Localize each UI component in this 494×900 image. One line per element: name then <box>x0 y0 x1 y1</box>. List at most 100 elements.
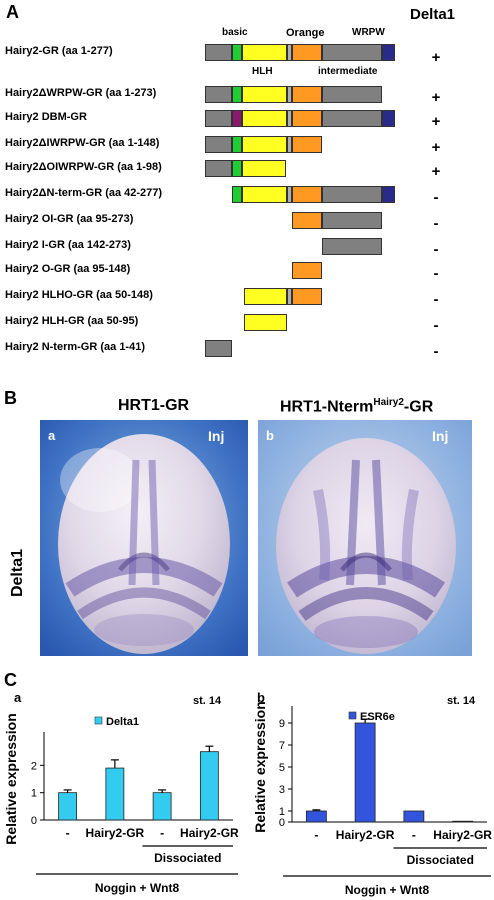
construct-label: Hairy2 DBM-GR <box>5 111 87 123</box>
construct-label: Hairy2 I-GR (aa 142-273) <box>5 239 131 251</box>
y-tick-label: 5 <box>279 762 285 774</box>
bar <box>403 810 425 823</box>
domain-segment-spacer <box>287 186 292 203</box>
domain-segment-gray <box>322 186 382 203</box>
delta1-result-sign: - <box>433 241 439 258</box>
bar <box>305 810 327 823</box>
domain-segment-hlh <box>242 44 287 61</box>
basic-label: basic <box>222 27 248 38</box>
delta1-result-sign: + <box>431 89 441 106</box>
domain-segment-hlh <box>242 160 286 177</box>
domain-segment-basic <box>232 86 242 103</box>
construct-label: Hairy2ΔWRPW-GR (aa 1-273) <box>5 87 157 99</box>
footer-label: Noggin + Wnt8 <box>345 883 430 897</box>
y-tick-label: 1 <box>279 806 285 818</box>
legend-swatch <box>348 711 357 720</box>
domain-segment-wrpw <box>382 186 395 203</box>
delta1-result-sign: - <box>433 343 439 360</box>
construct-label: Hairy2ΔN-term-GR (aa 42-277) <box>5 187 163 199</box>
embryo-image-b <box>258 420 472 656</box>
construct-label: Hairy2ΔOIWRPW-GR (aa 1-98) <box>5 161 162 173</box>
domain-segment-gray <box>205 86 232 103</box>
construct-label: Hairy2 N-term-GR (aa 1-41) <box>5 341 145 353</box>
domain-segment-hlh <box>244 314 287 331</box>
photo-title-right-main: HRT1-Nterm <box>280 398 374 416</box>
photo-title-left: HRT1-GR <box>118 397 190 414</box>
domain-segment-orange <box>292 288 322 305</box>
delta1-header: Delta1 <box>410 6 456 23</box>
x-tick-label: - <box>314 828 318 842</box>
panel-a-letter: A <box>6 2 19 22</box>
domain-segment-orange <box>292 44 322 61</box>
photo-b-sublabel: b <box>266 428 274 443</box>
construct-label: Hairy2 HLH-GR (aa 50-95) <box>5 315 139 327</box>
x-tick-label: Hairy2-GR <box>180 826 239 840</box>
chart-stage: st. 14 <box>193 695 222 707</box>
domain-segment-gray <box>205 340 232 357</box>
row-label-wrapper: Delta1 <box>6 520 36 630</box>
intermediate-label: intermediate <box>318 66 378 77</box>
delta1-result-sign: - <box>433 265 439 282</box>
domain-segment-orange <box>292 212 322 229</box>
delta1-result-sign: - <box>433 215 439 232</box>
y-tick-label: 3 <box>279 784 285 796</box>
y-tick-label: 1 <box>31 788 37 800</box>
chart-sublabel: b <box>257 690 265 705</box>
delta1-result-sign: + <box>431 49 441 66</box>
bar <box>58 792 78 821</box>
domain-segment-dbm <box>232 110 242 127</box>
delta1-result-sign: - <box>433 291 439 308</box>
domain-segment-gray <box>205 136 232 153</box>
wrpw-label: WRPW <box>352 27 385 38</box>
domain-segment-gray <box>322 212 382 229</box>
y-tick-label: 2 <box>31 760 37 772</box>
x-tick-label: Hairy2-GR <box>336 828 395 842</box>
domain-segment-spacer <box>287 136 292 153</box>
x-tick-label: Hairy2-GR <box>86 826 145 840</box>
construct-label: Hairy2 OI-GR (aa 95-273) <box>5 213 134 225</box>
orange-label: Orange <box>286 27 325 39</box>
domain-segment-basic <box>232 160 242 177</box>
construct-label: Hairy2-GR (aa 1-277) <box>5 45 113 57</box>
y-tick-label: 9 <box>279 718 285 730</box>
row-label-delta1: Delta1 <box>9 548 26 598</box>
bar <box>199 751 219 821</box>
domain-segment-gray <box>322 86 382 103</box>
domain-segment-spacer <box>287 86 292 103</box>
photo-b-inj: Inj <box>432 428 449 444</box>
embryo-photo-b: b Inj <box>258 420 472 656</box>
photo-title-right: HRT1-NtermHairy2-GR <box>280 397 433 416</box>
domain-segment-orange <box>292 186 322 203</box>
legend-label: Delta1 <box>106 716 139 728</box>
domain-segment-gray <box>205 160 232 177</box>
x-tick-label: - <box>412 828 416 842</box>
legend-label: ESR6e <box>360 711 395 723</box>
domain-segment-orange <box>292 136 322 153</box>
group-label: Dissociated <box>154 851 221 865</box>
chart-a: a st. 14 Delta1 Relative expression 0 1 2 - Hair… <box>3 690 239 895</box>
y-tick-label: 7 <box>279 740 285 752</box>
domain-segment-basic <box>232 44 242 61</box>
y-axis-label: Relative expression <box>252 701 268 833</box>
domain-segment-basic <box>232 186 242 203</box>
x-tick-label: - <box>66 826 70 840</box>
panel-c-letter: C <box>4 670 17 690</box>
construct-label: Hairy2ΔIWRPW-GR (aa 1-148) <box>5 137 160 149</box>
domain-segment-gray <box>205 110 232 127</box>
photo-a-sublabel: a <box>48 428 56 443</box>
bar <box>152 792 172 821</box>
delta1-result-sign: + <box>431 113 441 130</box>
domain-segment-hlh <box>244 288 287 305</box>
hlh-label: HLH <box>252 66 273 77</box>
domain-segment-orange <box>292 110 322 127</box>
domain-segment-basic <box>232 136 242 153</box>
domain-segment-hlh <box>242 86 287 103</box>
domain-segment-wrpw <box>382 110 395 127</box>
panel-b-letter: B <box>4 388 17 408</box>
x-tick-label: Hairy2-GR <box>433 828 492 842</box>
domain-segment-hlh <box>242 186 287 203</box>
bar <box>354 722 376 823</box>
domain-segment-spacer <box>287 44 292 61</box>
y-axis-label: Relative expression <box>3 713 19 845</box>
domain-segment-hlh <box>242 136 287 153</box>
